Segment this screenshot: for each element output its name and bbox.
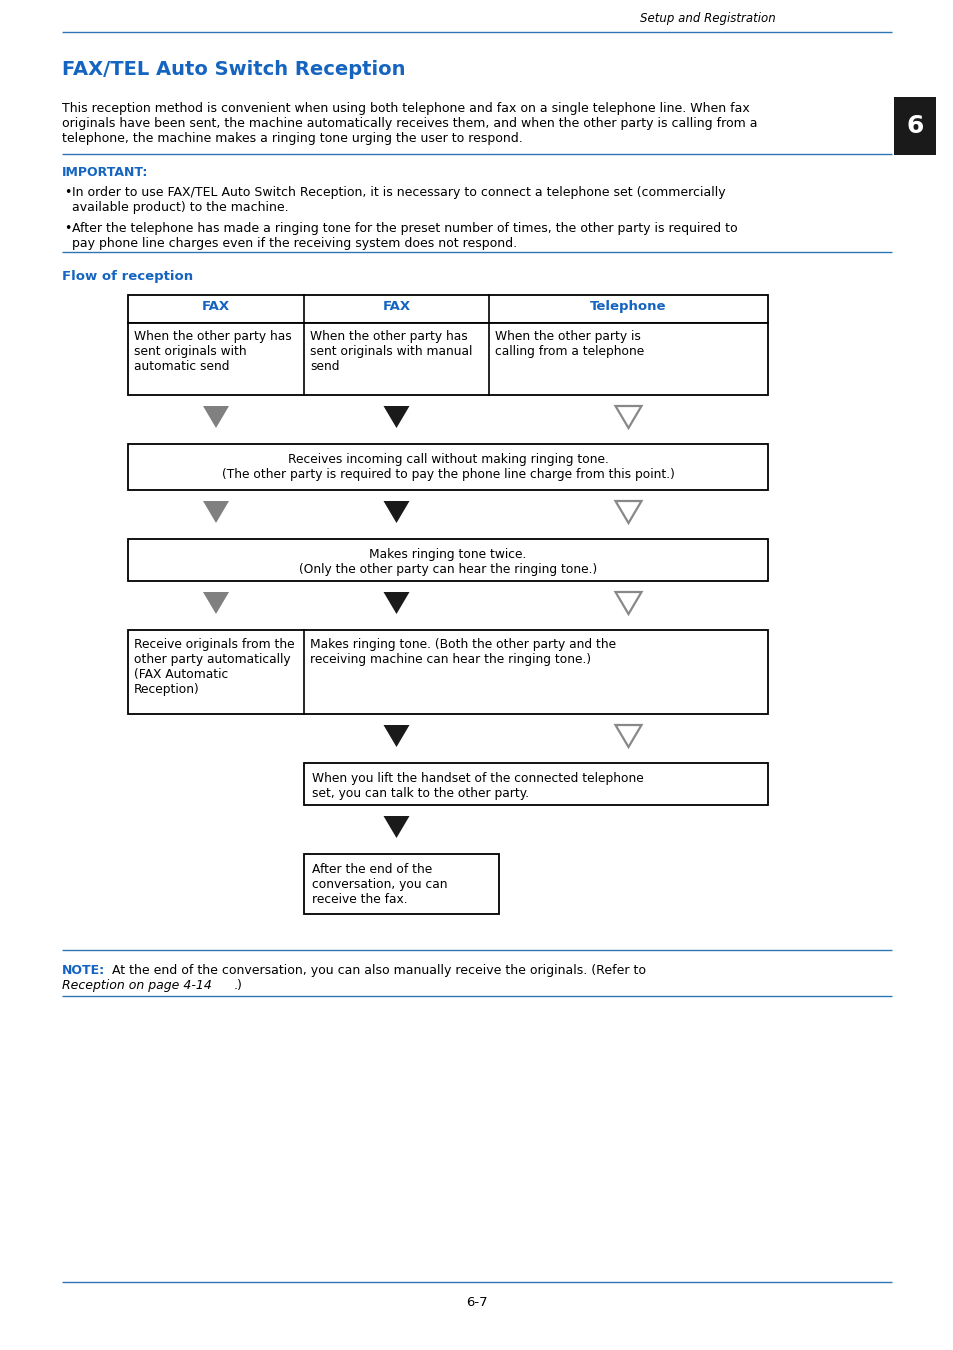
Polygon shape: [383, 815, 409, 838]
Text: 6-7: 6-7: [466, 1296, 487, 1310]
Text: Receive originals from the
other party automatically
(FAX Automatic
Reception): Receive originals from the other party a…: [133, 639, 294, 697]
Text: FAX: FAX: [202, 300, 230, 313]
Text: FAX: FAX: [382, 300, 410, 313]
Text: When the other party is
calling from a telephone: When the other party is calling from a t…: [495, 329, 643, 358]
Text: Makes ringing tone. (Both the other party and the: Makes ringing tone. (Both the other part…: [310, 639, 616, 651]
Text: NOTE:: NOTE:: [62, 964, 105, 977]
Bar: [128, 630, 767, 714]
Text: FAX/TEL Auto Switch Reception: FAX/TEL Auto Switch Reception: [62, 59, 405, 80]
Text: (The other party is required to pay the phone line charge from this point.): (The other party is required to pay the …: [221, 468, 674, 481]
Text: Reception on page 4-14: Reception on page 4-14: [62, 979, 212, 992]
Text: After the telephone has made a ringing tone for the preset number of times, the : After the telephone has made a ringing t…: [71, 221, 737, 235]
Bar: [893, 97, 935, 155]
Text: •: •: [64, 221, 71, 235]
Polygon shape: [615, 406, 640, 428]
Text: available product) to the machine.: available product) to the machine.: [71, 201, 289, 215]
Text: set, you can talk to the other party.: set, you can talk to the other party.: [312, 787, 529, 801]
Polygon shape: [383, 593, 409, 614]
Polygon shape: [383, 501, 409, 522]
Text: IMPORTANT:: IMPORTANT:: [62, 166, 149, 180]
Text: When you lift the handset of the connected telephone: When you lift the handset of the connect…: [312, 772, 643, 784]
Bar: [304, 763, 767, 805]
Text: Flow of reception: Flow of reception: [62, 270, 193, 284]
Text: conversation, you can: conversation, you can: [312, 878, 447, 891]
Polygon shape: [383, 406, 409, 428]
Text: 6: 6: [905, 113, 923, 138]
Text: When the other party has
sent originals with manual
send: When the other party has sent originals …: [310, 329, 472, 373]
Bar: [304, 855, 498, 914]
Text: Receives incoming call without making ringing tone.: Receives incoming call without making ri…: [287, 454, 608, 466]
Polygon shape: [203, 501, 229, 522]
Bar: [128, 444, 767, 490]
Text: At the end of the conversation, you can also manually receive the originals. (Re: At the end of the conversation, you can …: [108, 964, 649, 977]
Polygon shape: [203, 406, 229, 428]
Polygon shape: [203, 593, 229, 614]
Text: •: •: [64, 186, 71, 198]
Text: Telephone: Telephone: [590, 300, 666, 313]
Text: .): .): [233, 979, 243, 992]
Text: This reception method is convenient when using both telephone and fax on a singl: This reception method is convenient when…: [62, 103, 757, 144]
Text: receiving machine can hear the ringing tone.): receiving machine can hear the ringing t…: [310, 653, 591, 666]
Bar: [128, 323, 767, 396]
Polygon shape: [383, 725, 409, 747]
Text: receive the fax.: receive the fax.: [312, 892, 407, 906]
Text: After the end of the: After the end of the: [312, 863, 432, 876]
Polygon shape: [615, 501, 640, 522]
Text: In order to use FAX/TEL Auto Switch Reception, it is necessary to connect a tele: In order to use FAX/TEL Auto Switch Rece…: [71, 186, 725, 198]
Text: Makes ringing tone twice.: Makes ringing tone twice.: [369, 548, 526, 562]
Text: pay phone line charges even if the receiving system does not respond.: pay phone line charges even if the recei…: [71, 238, 517, 250]
Polygon shape: [615, 725, 640, 747]
Text: (Only the other party can hear the ringing tone.): (Only the other party can hear the ringi…: [298, 563, 597, 576]
Text: When the other party has
sent originals with
automatic send: When the other party has sent originals …: [133, 329, 292, 373]
Text: Setup and Registration: Setup and Registration: [639, 12, 775, 26]
Polygon shape: [615, 593, 640, 614]
Bar: [128, 296, 767, 323]
Bar: [128, 539, 767, 580]
